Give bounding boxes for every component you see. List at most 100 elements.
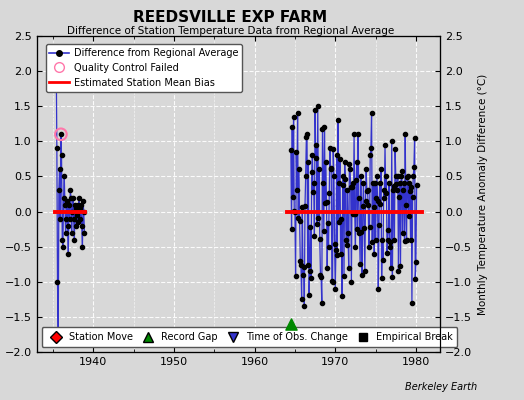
Point — [56, 166, 64, 173]
Point — [407, 184, 416, 190]
Point — [348, 184, 356, 190]
Point — [318, 300, 326, 306]
Point — [364, 202, 373, 208]
Point — [318, 126, 326, 133]
Point — [369, 180, 377, 187]
Point — [399, 187, 407, 194]
Point — [357, 229, 366, 236]
Point — [298, 296, 306, 302]
Point — [343, 242, 351, 248]
Point — [68, 230, 76, 236]
Point — [387, 264, 395, 271]
Point — [288, 124, 297, 130]
Point — [293, 186, 301, 193]
Point — [72, 222, 81, 229]
Point — [398, 168, 406, 174]
Point — [298, 204, 307, 210]
Point — [328, 278, 336, 284]
Point — [291, 272, 300, 279]
Point — [305, 268, 314, 274]
Point — [396, 263, 405, 270]
Point — [386, 238, 394, 245]
Point — [333, 252, 342, 258]
Point — [337, 216, 345, 222]
Point — [317, 274, 325, 280]
Point — [408, 300, 416, 306]
Point — [407, 236, 415, 243]
Point — [382, 173, 390, 180]
Point — [376, 201, 385, 207]
Point — [312, 142, 321, 148]
Point — [375, 180, 384, 187]
Point — [324, 244, 333, 250]
Point — [292, 149, 300, 155]
Point — [362, 198, 370, 204]
Text: Difference of Station Temperature Data from Regional Average: Difference of Station Temperature Data f… — [67, 26, 394, 36]
Point — [71, 201, 79, 208]
Point — [379, 257, 387, 264]
Point — [372, 236, 380, 243]
Point — [74, 219, 83, 225]
Point — [384, 227, 392, 234]
Point — [78, 244, 86, 250]
Point — [303, 261, 312, 268]
Point — [336, 156, 344, 162]
Point — [363, 187, 372, 194]
Legend: Station Move, Record Gap, Time of Obs. Change, Empirical Break: Station Move, Record Gap, Time of Obs. C… — [41, 328, 457, 347]
Point — [67, 194, 75, 201]
Point — [58, 236, 67, 243]
Point — [400, 180, 408, 187]
Point — [368, 239, 376, 246]
Point — [390, 236, 399, 243]
Point — [287, 147, 295, 153]
Point — [412, 182, 421, 188]
Point — [53, 145, 61, 152]
Point — [68, 208, 77, 215]
Point — [313, 103, 322, 110]
Point — [344, 264, 353, 271]
Point — [310, 180, 318, 187]
Point — [358, 203, 367, 209]
Point — [331, 286, 340, 292]
Point — [57, 152, 66, 158]
Point — [75, 215, 84, 222]
Point — [296, 218, 304, 224]
Point — [374, 198, 382, 204]
Point — [66, 187, 74, 194]
Point — [294, 215, 302, 221]
Point — [334, 117, 342, 124]
Point — [315, 236, 324, 242]
Point — [332, 152, 341, 158]
Point — [340, 273, 348, 280]
Point — [338, 293, 346, 299]
Point — [361, 268, 369, 274]
Point — [355, 230, 364, 236]
Point — [287, 321, 295, 327]
Point — [371, 180, 379, 186]
Point — [402, 236, 411, 243]
Text: Berkeley Earth: Berkeley Earth — [405, 382, 477, 392]
Text: REEDSVILLE EXP FARM: REEDSVILLE EXP FARM — [134, 10, 328, 25]
Point — [389, 183, 398, 189]
Point — [348, 180, 357, 187]
Point — [310, 232, 319, 239]
Point — [406, 188, 414, 194]
Point — [319, 180, 328, 187]
Point — [54, 335, 62, 341]
Point — [375, 222, 383, 228]
Point — [367, 144, 375, 151]
Point — [374, 286, 383, 292]
Point — [334, 219, 343, 225]
Point — [75, 194, 83, 201]
Point — [352, 177, 361, 183]
Point — [393, 187, 401, 194]
Point — [290, 208, 299, 215]
Point — [351, 244, 359, 250]
Point — [408, 194, 417, 201]
Point — [341, 176, 350, 182]
Point — [316, 272, 325, 278]
Point — [61, 201, 69, 208]
Point — [63, 222, 72, 229]
Point — [71, 205, 80, 211]
Point — [366, 152, 375, 158]
